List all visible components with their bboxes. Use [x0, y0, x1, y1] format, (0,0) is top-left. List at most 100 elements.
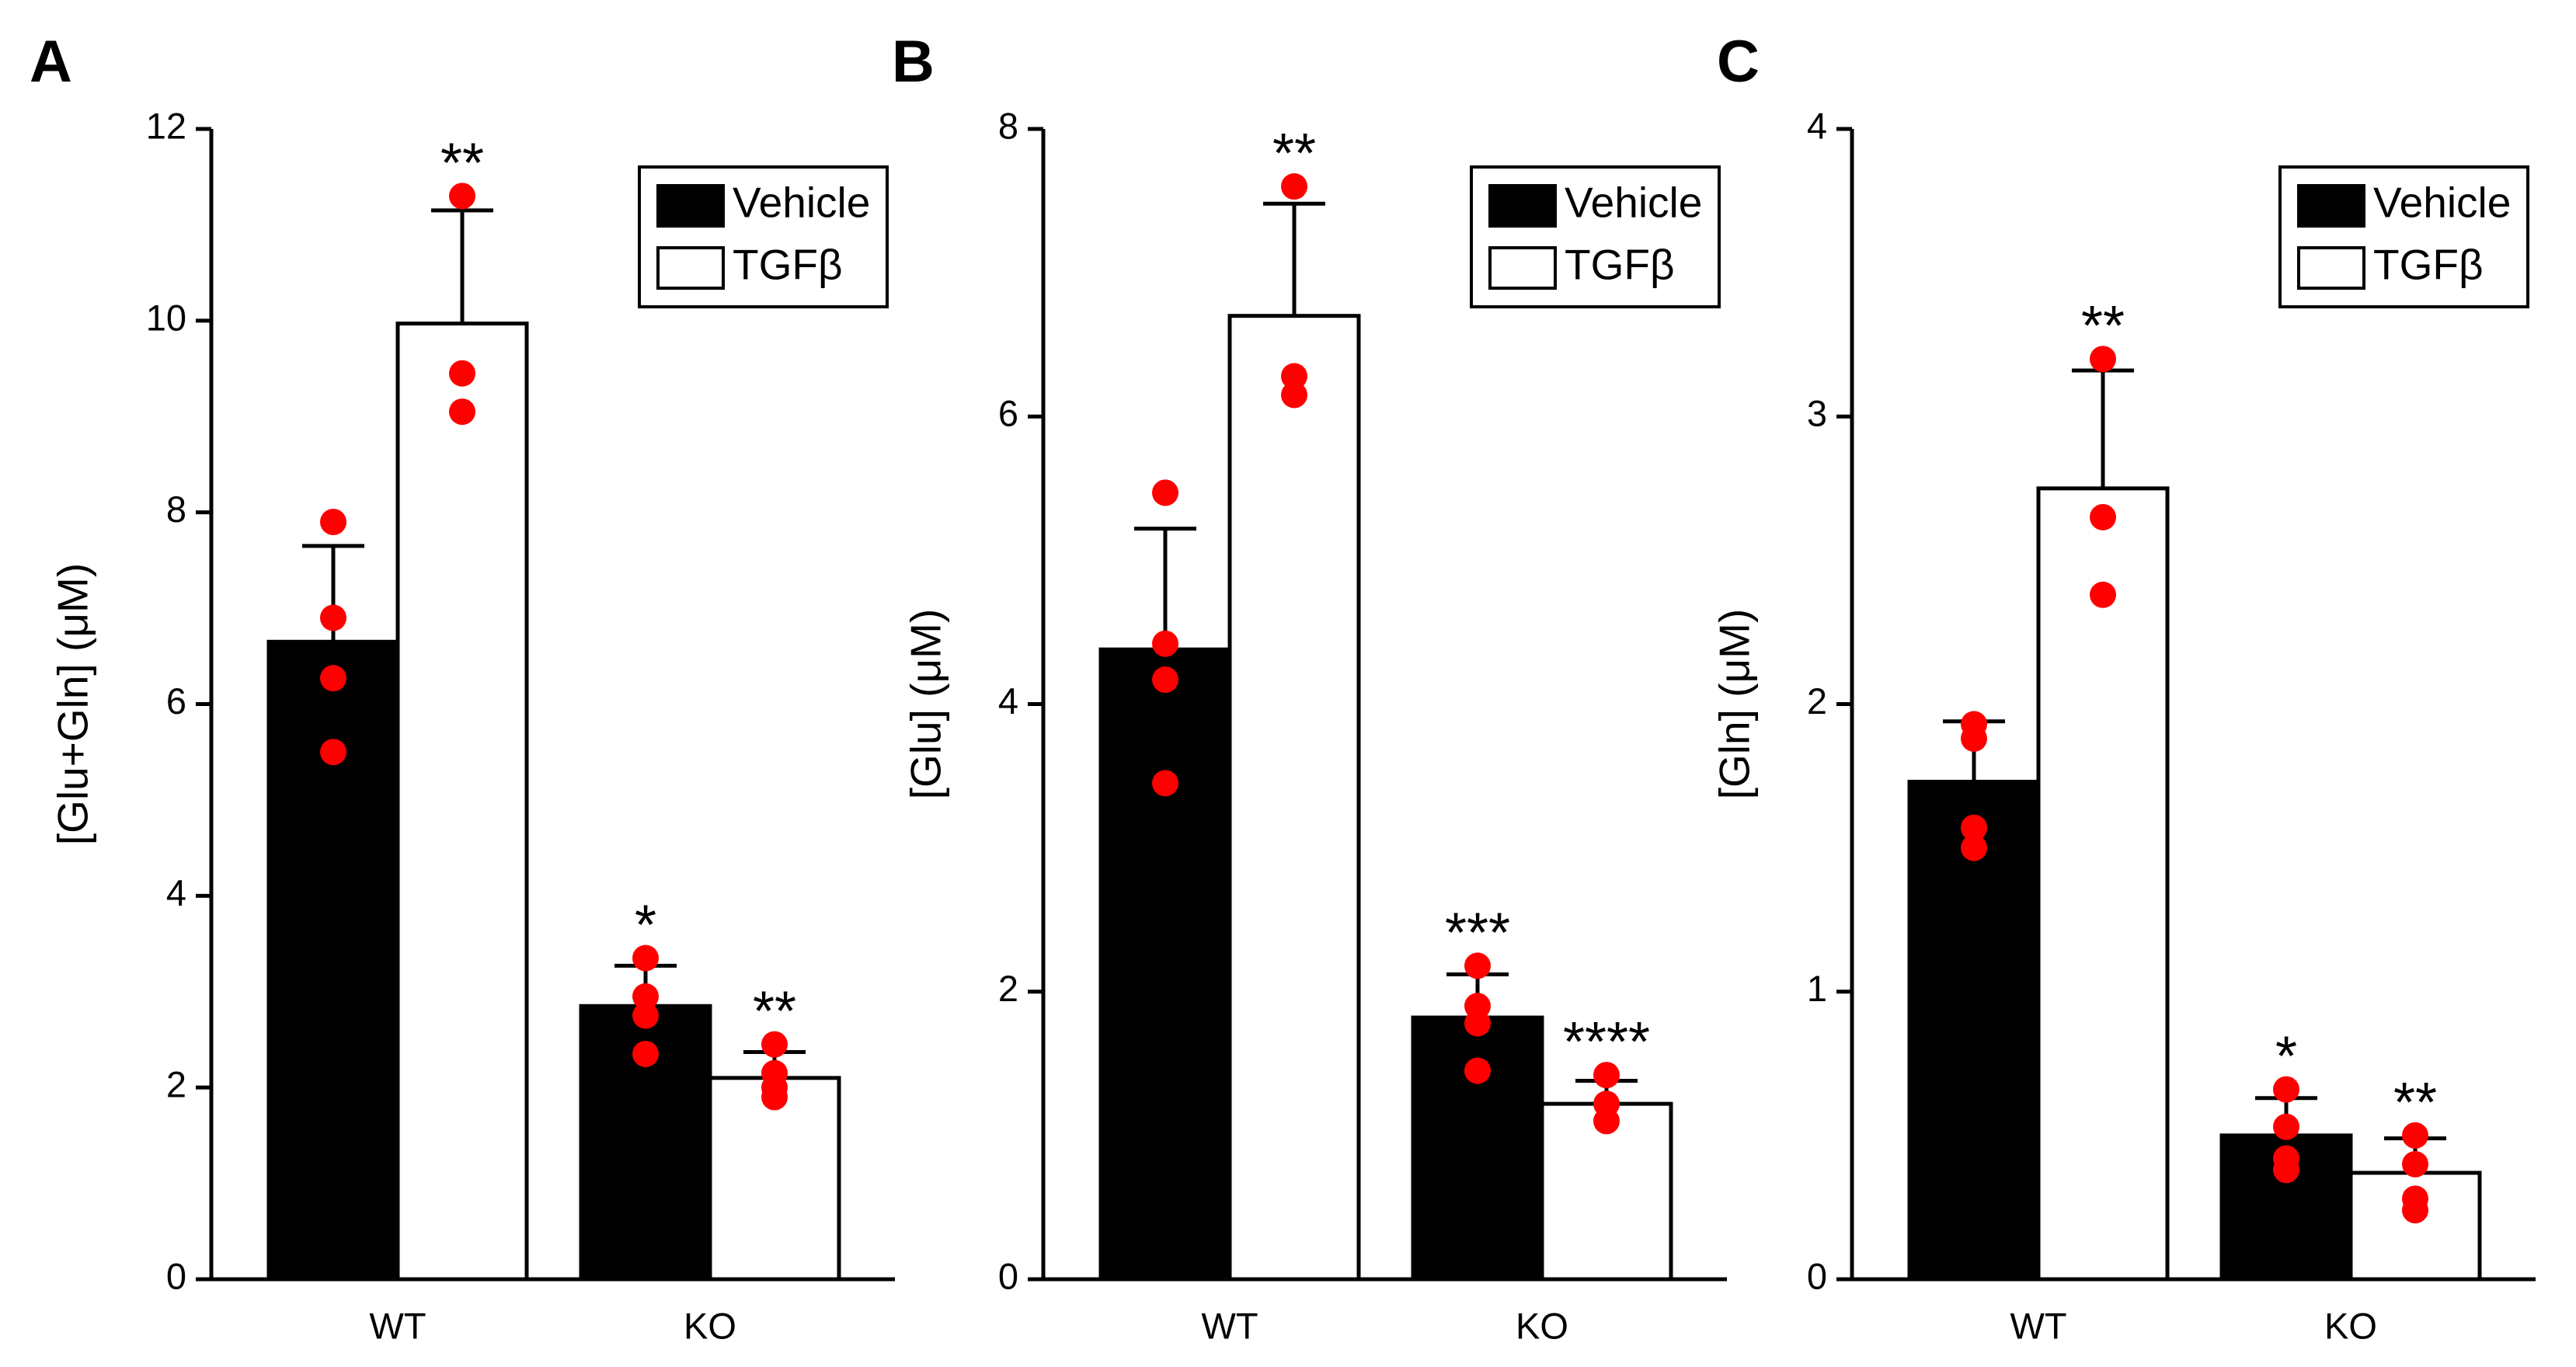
- bar: [1098, 647, 1232, 1282]
- y-tick-label: 12: [146, 105, 186, 146]
- data-point: [1281, 363, 1307, 390]
- y-axis-label: [Gln] (μM): [1711, 609, 1759, 800]
- data-point: [2402, 1197, 2428, 1224]
- data-point: [1961, 814, 1987, 841]
- legend-label: TGFβ: [1565, 241, 1675, 289]
- y-tick-label: 4: [166, 872, 186, 913]
- data-point: [320, 665, 346, 692]
- data-point: [1152, 666, 1178, 694]
- y-axis-label: [Glu] (μM): [902, 609, 950, 800]
- data-point: [320, 739, 346, 766]
- panel-label: A: [30, 29, 72, 95]
- data-point: [2402, 1122, 2428, 1149]
- significance: **: [2393, 1072, 2437, 1134]
- error-bar: [2072, 368, 2134, 489]
- data-point: [761, 1031, 788, 1058]
- y-tick-label: 6: [166, 680, 186, 722]
- bar: [395, 322, 529, 1282]
- error-bar: [431, 208, 493, 324]
- bar: [1907, 779, 2041, 1282]
- data-point: [632, 944, 659, 972]
- y-tick-label: 0: [1807, 1255, 1827, 1296]
- x-tick-label: WT: [1201, 1305, 1258, 1346]
- data-point: [632, 983, 659, 1010]
- legend-swatch: [1488, 184, 1557, 228]
- y-tick-label: 4: [1807, 105, 1827, 146]
- data-point: [1464, 1057, 1491, 1084]
- significance: **: [2081, 295, 2125, 357]
- data-point: [2273, 1076, 2299, 1103]
- error-bar: [1263, 201, 1325, 316]
- legend-swatch: [1488, 246, 1557, 290]
- legend-swatch: [656, 184, 725, 228]
- y-tick-label: 10: [146, 297, 186, 338]
- y-tick-label: 8: [166, 489, 186, 530]
- legend-swatch: [656, 246, 725, 290]
- data-point: [1593, 1108, 1620, 1135]
- y-axis-label: [Glu+Gln] (μM): [49, 563, 97, 845]
- data-point: [2090, 503, 2116, 530]
- y-tick-label: 8: [998, 105, 1018, 146]
- x-tick-label: KO: [1516, 1305, 1568, 1346]
- y-tick-label: 2: [166, 1064, 186, 1105]
- x-tick-label: WT: [2010, 1305, 2066, 1346]
- data-point: [2273, 1113, 2299, 1140]
- legend-label: TGFβ: [2373, 241, 2484, 289]
- legend-swatch: [2297, 184, 2365, 228]
- legend-label: Vehicle: [2373, 179, 2511, 227]
- data-point: [449, 398, 475, 426]
- data-point: [320, 604, 346, 631]
- error-bar: [1134, 527, 1196, 650]
- bar: [2036, 486, 2170, 1282]
- data-point: [761, 1084, 788, 1111]
- legend-label: Vehicle: [1565, 179, 1702, 227]
- y-tick-label: 3: [1807, 393, 1827, 434]
- y-tick-label: 1: [1807, 968, 1827, 1009]
- legend-swatch: [2297, 246, 2365, 290]
- data-point: [320, 509, 346, 536]
- significance: *: [635, 895, 656, 957]
- y-tick-label: 0: [166, 1255, 186, 1296]
- data-point: [2402, 1150, 2428, 1177]
- panel-label: C: [1717, 29, 1760, 95]
- data-point: [1593, 1062, 1620, 1089]
- data-point: [1961, 834, 1987, 861]
- data-point: [2090, 346, 2116, 373]
- data-point: [1152, 630, 1178, 657]
- significance: *: [2275, 1026, 2297, 1088]
- data-point: [632, 1002, 659, 1029]
- data-point: [632, 1040, 659, 1067]
- significance: **: [753, 981, 796, 1043]
- bar: [266, 639, 400, 1282]
- significance: ***: [1445, 902, 1510, 964]
- legend-label: Vehicle: [733, 179, 870, 227]
- y-tick-label: 6: [998, 393, 1018, 434]
- x-tick-label: WT: [369, 1305, 426, 1346]
- data-point: [1961, 725, 1987, 752]
- legend-label: TGFβ: [733, 241, 843, 289]
- data-point: [1281, 173, 1307, 200]
- y-tick-label: 2: [998, 968, 1018, 1009]
- significance: ****: [1563, 1011, 1650, 1073]
- significance: **: [1272, 123, 1316, 185]
- data-point: [1464, 952, 1491, 979]
- significance: **: [440, 132, 484, 194]
- y-tick-label: 0: [998, 1255, 1018, 1296]
- x-tick-label: KO: [2324, 1305, 2377, 1346]
- x-tick-label: KO: [684, 1305, 736, 1346]
- data-point: [449, 183, 475, 210]
- data-point: [1152, 479, 1178, 506]
- panel-label: B: [892, 29, 935, 95]
- y-tick-label: 2: [1807, 680, 1827, 722]
- data-point: [2273, 1157, 2299, 1184]
- y-tick-label: 4: [998, 680, 1018, 722]
- data-point: [449, 360, 475, 387]
- bar: [1411, 1015, 1544, 1282]
- data-point: [1152, 770, 1178, 797]
- data-point: [1464, 1010, 1491, 1037]
- data-point: [2090, 581, 2116, 608]
